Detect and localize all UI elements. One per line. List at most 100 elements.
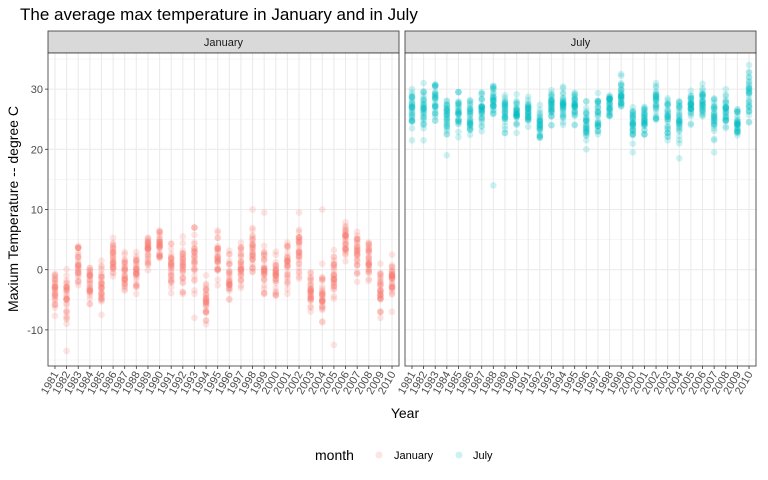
data-point — [571, 102, 578, 110]
data-point — [734, 120, 741, 128]
data-point — [513, 119, 520, 127]
data-point — [330, 276, 338, 283]
data-point — [260, 290, 268, 297]
data-point — [156, 228, 163, 236]
data-point — [513, 110, 520, 118]
data-point — [408, 109, 416, 116]
points-july — [408, 61, 753, 189]
data-point — [74, 244, 82, 252]
data-point — [214, 257, 221, 265]
data-point — [501, 111, 509, 119]
data-point — [548, 97, 555, 105]
data-point — [664, 113, 671, 121]
data-point — [664, 106, 671, 114]
data-point — [214, 249, 221, 256]
data-point — [307, 294, 314, 301]
data-point — [606, 93, 613, 100]
data-point — [133, 281, 140, 289]
data-point — [365, 243, 373, 251]
data-point — [342, 257, 349, 265]
data-point — [594, 122, 602, 129]
data-point — [109, 234, 117, 242]
data-point — [594, 123, 602, 130]
data-point — [699, 103, 706, 111]
data-point — [420, 105, 427, 113]
data-point — [226, 269, 233, 277]
data-point — [420, 120, 427, 128]
data-point — [121, 280, 129, 288]
data-point — [536, 133, 544, 141]
data-point — [260, 267, 268, 275]
data-point — [226, 284, 233, 292]
data-point — [342, 227, 349, 234]
data-point — [559, 83, 567, 90]
data-point — [710, 115, 718, 123]
data-point — [353, 232, 361, 239]
data-point — [121, 265, 129, 273]
data-point — [74, 244, 82, 252]
data-point — [86, 272, 94, 279]
data-point — [734, 128, 741, 136]
data-point — [629, 149, 637, 156]
data-point — [536, 117, 544, 125]
data-point — [722, 117, 730, 124]
data-point — [63, 284, 70, 292]
data-point — [156, 253, 163, 261]
data-point — [249, 240, 256, 248]
data-point — [307, 290, 314, 298]
data-point — [734, 108, 741, 116]
data-point — [295, 209, 303, 216]
data-point — [144, 241, 152, 249]
data-point — [455, 99, 462, 106]
data-point — [388, 263, 396, 271]
data-point — [388, 272, 396, 279]
data-point — [699, 101, 706, 109]
data-point — [377, 295, 384, 303]
data-point — [260, 264, 268, 272]
data-point — [629, 103, 637, 111]
data-point — [121, 262, 129, 269]
data-point — [466, 105, 474, 112]
data-point — [443, 120, 451, 128]
data-point — [524, 110, 532, 118]
data-point — [606, 105, 613, 112]
data-point — [284, 278, 291, 285]
data-point — [167, 262, 175, 270]
data-point — [583, 146, 590, 153]
data-point — [617, 94, 625, 102]
data-point — [260, 266, 268, 274]
data-point — [524, 116, 532, 123]
data-point — [74, 273, 82, 281]
data-point — [501, 113, 509, 120]
data-point — [652, 89, 660, 97]
data-point — [353, 252, 361, 259]
data-point — [431, 109, 439, 117]
data-point — [167, 259, 175, 267]
data-point — [594, 100, 602, 107]
data-point — [490, 94, 497, 101]
data-point — [536, 134, 544, 141]
data-point — [431, 94, 439, 102]
data-point — [214, 244, 221, 252]
data-point — [501, 91, 509, 99]
data-point — [388, 291, 396, 298]
data-point — [629, 108, 637, 115]
data-point — [420, 79, 427, 87]
data-point — [629, 119, 637, 126]
data-point — [675, 101, 683, 108]
data-point — [249, 233, 256, 240]
data-point — [63, 308, 70, 315]
data-point — [652, 102, 660, 110]
data-point — [295, 252, 303, 259]
data-point — [307, 295, 314, 303]
data-point — [156, 236, 163, 243]
data-point — [478, 115, 486, 122]
data-point — [583, 129, 590, 136]
data-point — [377, 308, 384, 316]
data-point — [191, 265, 198, 273]
data-point — [571, 103, 578, 111]
data-point — [330, 286, 338, 293]
data-point — [606, 104, 613, 112]
data-point — [109, 241, 117, 249]
data-point — [121, 259, 129, 266]
